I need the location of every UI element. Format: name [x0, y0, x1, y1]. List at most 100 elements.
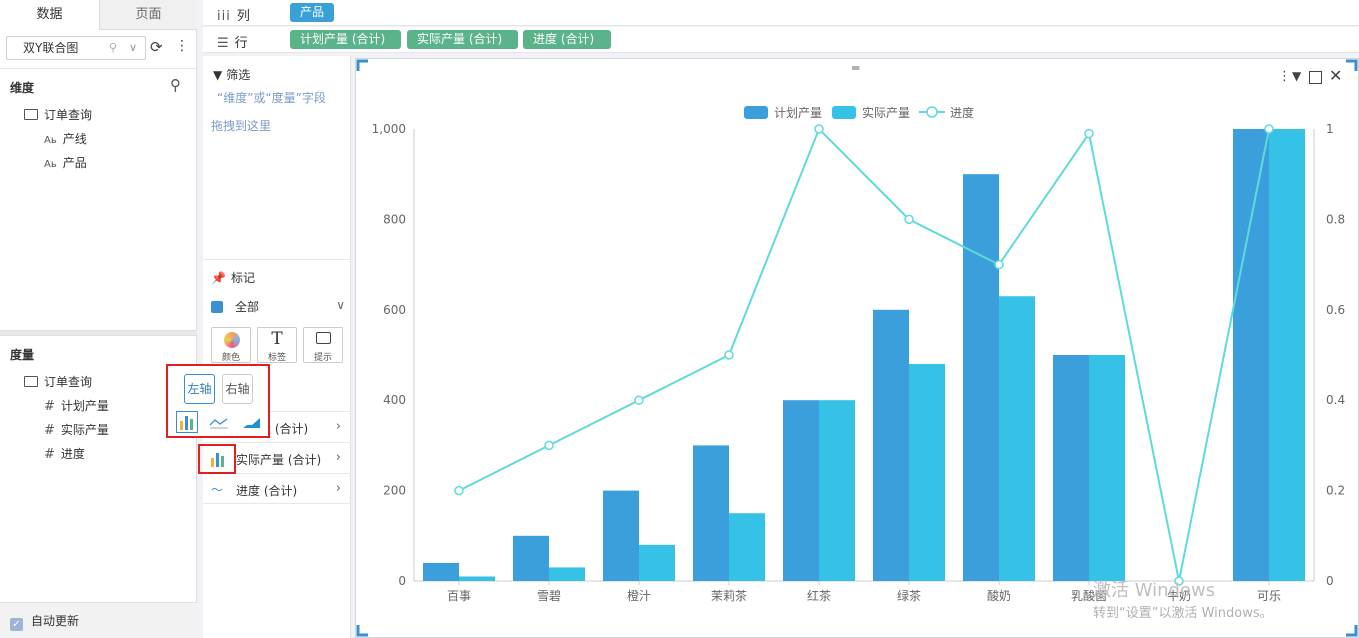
text-field-icon: Aь: [44, 159, 57, 170]
dataset-select[interactable]: 双Y联合图 ⚲ ∨: [6, 36, 146, 60]
x-axis-tick-label: 可乐: [1257, 589, 1281, 603]
bar-planned: [783, 400, 819, 581]
more-icon[interactable]: ⋮: [175, 38, 189, 54]
chevron-right-icon: ›: [335, 450, 341, 465]
left-axis-tick-label: 1,000: [372, 122, 406, 136]
measure-item[interactable]: # 计划产量: [44, 399, 109, 414]
area-chart-type-button[interactable]: [242, 413, 262, 434]
row-pill[interactable]: 计划产量 (合计): [290, 30, 401, 49]
right-axis-tick-label: 0.6: [1326, 303, 1345, 317]
right-axis-tick-label: 0.2: [1326, 484, 1345, 498]
bar-planned: [603, 490, 639, 581]
filter-icon[interactable]: ▼: [1292, 69, 1302, 83]
corner-handle: [1346, 59, 1358, 71]
text-icon: T: [271, 329, 283, 349]
more-icon[interactable]: ⋮: [1278, 69, 1291, 84]
bar-planned: [1233, 129, 1269, 581]
bar-chart-type-button[interactable]: [176, 411, 198, 433]
progress-line: [458, 127, 1270, 582]
panel-splitter[interactable]: [0, 330, 197, 336]
right-axis-tick-label: 1: [1326, 122, 1334, 136]
dimension-item[interactable]: Aь 产线: [44, 132, 87, 146]
tab-page[interactable]: 页面: [99, 0, 197, 30]
x-axis-tick-label: 乳酸菌: [1071, 588, 1107, 603]
line-chart-icon: 〜: [211, 483, 224, 497]
auto-update-checkbox[interactable]: ✓: [10, 618, 23, 631]
text-field-icon: Aь: [44, 135, 57, 146]
progress-point: [454, 485, 464, 496]
refresh-icon[interactable]: ⟳: [150, 38, 163, 56]
search-icon[interactable]: ⚲: [170, 76, 181, 94]
dimension-item[interactable]: Aь 产品: [44, 156, 87, 170]
mark-field-row[interactable]: 实际产量 (合计) ›: [203, 442, 351, 473]
close-icon[interactable]: ✕: [1329, 66, 1343, 85]
legend-label: 实际产量: [862, 105, 910, 120]
x-axis-tick-label: 绿茶: [897, 588, 921, 603]
folder-icon: [24, 109, 38, 120]
auto-update-bar: ✓ 自动更新: [0, 602, 197, 638]
measure-item[interactable]: # 实际产量: [44, 423, 109, 438]
right-axis-button[interactable]: 右轴: [222, 374, 253, 404]
line-chart-icon: [209, 418, 228, 429]
bar-actual: [1269, 129, 1305, 581]
x-axis-tick-label: 酸奶: [987, 588, 1011, 603]
row-pill[interactable]: 进度 (合计): [523, 30, 611, 49]
x-axis-tick-label: 橙汁: [627, 588, 651, 603]
marks-type-select[interactable]: 全部 ∨: [211, 298, 345, 315]
x-axis-tick-label: 红茶: [807, 588, 831, 603]
drag-handle-icon[interactable]: ═: [852, 61, 860, 75]
x-axis-tick-label: 百事: [447, 589, 471, 603]
measure-folder[interactable]: 订单查询: [24, 373, 92, 390]
column-pill[interactable]: 产品: [290, 3, 335, 22]
color-button[interactable]: 颜色: [211, 327, 251, 363]
row-shelf-label: ☰ 行: [217, 36, 248, 51]
left-axis-tick-label: 200: [383, 484, 406, 498]
bar-planned: [873, 309, 909, 581]
corner-handle: [1346, 625, 1358, 637]
axis-chart-type-popup: 左轴 右轴: [166, 364, 270, 438]
left-axis-tick-label: 400: [383, 393, 406, 407]
tooltip-button[interactable]: 提示: [303, 327, 343, 363]
pin-icon: 📌: [211, 271, 226, 285]
column-shelf-label: iii 列: [217, 9, 250, 24]
line-chart-type-button[interactable]: [209, 413, 229, 434]
mark-field-row[interactable]: 〜 进度 (合计) ›: [203, 473, 351, 504]
tab-data[interactable]: 数据: [0, 0, 99, 30]
progress-point: [814, 124, 824, 134]
rows-icon: ☰: [217, 36, 229, 51]
bar-planned: [1053, 355, 1089, 581]
mark-field-row[interactable]: 量 (合计) ›: [203, 411, 351, 442]
left-axis-tick-label: 600: [383, 303, 406, 317]
bar-actual: [639, 544, 675, 581]
progress-point: [544, 440, 554, 451]
legend-swatch-progress-point: [926, 106, 938, 118]
label-button[interactable]: T 标签: [257, 327, 297, 363]
progress-point: [994, 259, 1004, 270]
search-icon: ⚲: [108, 41, 117, 54]
dimension-folder[interactable]: 订单查询: [24, 106, 92, 123]
area-chart-icon: [243, 418, 260, 428]
measure-header: 度量: [10, 348, 35, 362]
measure-item[interactable]: # 进度: [44, 447, 85, 462]
auto-update-label: 自动更新: [31, 614, 80, 628]
bar-planned: [693, 445, 729, 581]
legend-swatch-planned: [744, 106, 768, 119]
chevron-right-icon: ›: [335, 481, 341, 496]
watermark: 激活 Windows: [1093, 580, 1216, 601]
bar-actual: [999, 296, 1035, 581]
marks-panel: ▼ 筛选 “维度”或“度量”字段 拖拽到这里 📌 标记 全部 ∨ 颜色 T 标签 提…: [203, 56, 351, 638]
right-axis-tick-label: 0.4: [1326, 393, 1345, 407]
maximize-icon[interactable]: [1309, 71, 1322, 84]
bar-planned: [513, 535, 549, 581]
left-axis-button[interactable]: 左轴: [184, 374, 215, 404]
comment-icon: [316, 332, 331, 344]
row-pill[interactable]: 实际产量 (合计): [407, 30, 518, 49]
highlight-box: [198, 444, 236, 474]
filter-icon: ▼: [213, 68, 223, 82]
data-panel: 数据 页面 双Y联合图 ⚲ ∨ ⟳ ⋮ 维度 ⚲ 订单查询 Aь 产线 Aь 产品 …: [0, 0, 197, 638]
bar-chart-icon[interactable]: [208, 449, 228, 472]
column-shelf: iii 列 产品: [203, 0, 1359, 26]
left-axis-tick-label: 800: [383, 212, 406, 226]
corner-handle: [356, 59, 368, 71]
